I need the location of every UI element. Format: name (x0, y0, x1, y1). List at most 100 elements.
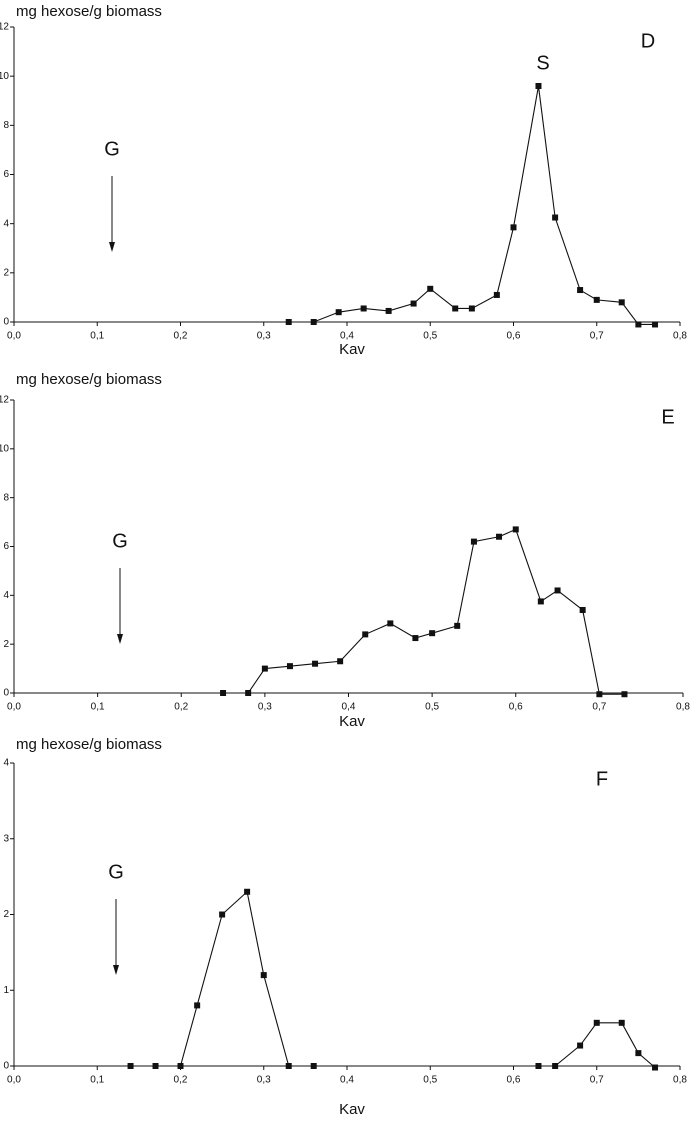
x-tick-label: 0,1 (90, 331, 104, 342)
data-point (312, 660, 319, 667)
data-point (360, 305, 367, 312)
x-tick-label: 0,8 (673, 331, 687, 342)
x-tick-label: 0,2 (174, 1075, 188, 1086)
data-point (552, 1063, 559, 1069)
y-tick-label: 12 (0, 395, 9, 406)
x-tick-label: 0,6 (507, 331, 521, 342)
y-tick-label: 2 (3, 639, 9, 650)
data-point (261, 665, 268, 672)
y-tick-label: 10 (0, 443, 9, 454)
data-point (286, 663, 293, 670)
data-point (245, 690, 252, 696)
data-line (130, 890, 656, 1068)
data-point (470, 538, 477, 545)
x-tick-label: 0,1 (91, 702, 105, 713)
data-point (510, 224, 517, 231)
y-tick-label: 10 (0, 71, 9, 82)
annotation: F (596, 768, 608, 790)
x-axis-label: Kav (339, 341, 365, 358)
x-tick-label: 0,6 (509, 702, 523, 713)
y-tick-label: 4 (3, 218, 9, 229)
x-tick-label: 0,8 (673, 1075, 687, 1086)
data-point (593, 1019, 600, 1026)
data-point (577, 1042, 584, 1049)
x-tick-label: 0,4 (342, 702, 356, 713)
x-tick-label: 0,8 (676, 702, 690, 713)
x-tick-label: 0,4 (340, 331, 354, 342)
data-point (652, 321, 659, 328)
x-tick-label: 0,7 (590, 1075, 604, 1086)
data-point (554, 587, 561, 594)
data-point (579, 606, 586, 613)
x-tick-label: 0,2 (174, 331, 188, 342)
data-point (635, 1050, 642, 1057)
data-point (285, 319, 292, 325)
data-point (285, 1063, 292, 1069)
x-tick-label: 0,0 (7, 331, 21, 342)
data-point (496, 533, 503, 540)
y-tick-label: 1 (3, 985, 9, 996)
x-tick-label: 0,5 (423, 1075, 437, 1086)
annotation: G (108, 861, 124, 883)
x-tick-label: 0,3 (257, 331, 271, 342)
x-tick-label: 0,5 (423, 331, 437, 342)
y-tick-label: 8 (3, 120, 9, 131)
y-axis-label: mg hexose/g biomass (16, 736, 162, 753)
x-tick-label: 0,1 (90, 1075, 104, 1086)
x-tick-label: 0,3 (258, 702, 272, 713)
x-tick-label: 0,3 (257, 1075, 271, 1086)
x-axis-label: Kav (339, 713, 365, 730)
x-tick-label: 0,0 (7, 702, 21, 713)
annotation: D (641, 30, 655, 52)
y-tick-label: 3 (3, 833, 9, 844)
y-axis-label: mg hexose/g biomass (16, 371, 162, 388)
data-point (537, 598, 544, 605)
data-point (410, 300, 417, 307)
arrow-head (117, 634, 123, 644)
data-point (452, 305, 459, 312)
data-point (621, 691, 628, 698)
data-point (552, 214, 559, 221)
data-point (194, 1002, 201, 1009)
data-point (429, 630, 436, 637)
data-point (244, 888, 251, 895)
x-tick-label: 0,0 (7, 1075, 21, 1086)
data-point (310, 1063, 317, 1069)
data-point (577, 287, 584, 294)
y-axis-label: mg hexose/g biomass (16, 3, 162, 20)
annotation: G (104, 138, 120, 160)
data-point (335, 309, 342, 316)
data-point (427, 285, 434, 292)
data-point (618, 1019, 625, 1026)
arrow-head (113, 965, 119, 975)
x-tick-label: 0,2 (174, 702, 188, 713)
data-point (618, 299, 625, 306)
data-point (362, 631, 369, 638)
annotation: G (112, 530, 128, 552)
data-point (454, 622, 461, 629)
data-point (468, 305, 475, 312)
y-tick-label: 12 (0, 22, 9, 33)
data-point (512, 526, 519, 533)
y-tick-label: 0 (3, 688, 9, 699)
y-tick-label: 0 (3, 1061, 9, 1072)
data-point (385, 307, 392, 314)
data-line (223, 528, 625, 695)
data-point (177, 1063, 184, 1069)
data-line (288, 85, 656, 326)
data-point (219, 911, 226, 918)
x-tick-label: 0,7 (590, 331, 604, 342)
data-point (310, 319, 317, 325)
data-point (493, 291, 500, 298)
x-tick-label: 0,7 (592, 702, 606, 713)
y-tick-label: 4 (3, 590, 9, 601)
data-point (412, 635, 419, 642)
x-tick-label: 0,5 (425, 702, 439, 713)
data-point (387, 620, 394, 627)
data-point (152, 1063, 159, 1069)
data-point (127, 1063, 134, 1069)
y-tick-label: 2 (3, 267, 9, 278)
y-tick-label: 8 (3, 492, 9, 503)
arrow-head (109, 242, 115, 252)
